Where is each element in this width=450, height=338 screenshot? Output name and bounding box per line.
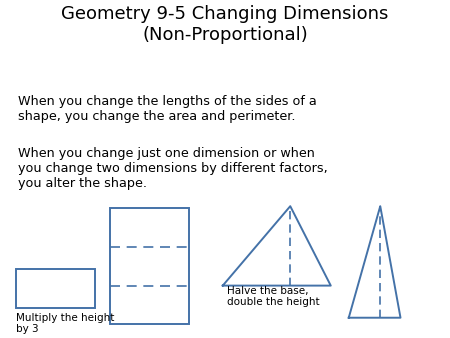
Text: Halve the base,
double the height: Halve the base, double the height <box>227 286 320 307</box>
Text: When you change the lengths of the sides of a
shape, you change the area and per: When you change the lengths of the sides… <box>18 95 317 123</box>
Bar <box>16 269 94 308</box>
Text: Geometry 9-5 Changing Dimensions
(Non-Proportional): Geometry 9-5 Changing Dimensions (Non-Pr… <box>61 5 389 44</box>
Bar <box>110 208 189 324</box>
Text: Multiply the height
by 3: Multiply the height by 3 <box>16 313 114 334</box>
Text: When you change just one dimension or when
you change two dimensions by differen: When you change just one dimension or wh… <box>18 147 328 190</box>
